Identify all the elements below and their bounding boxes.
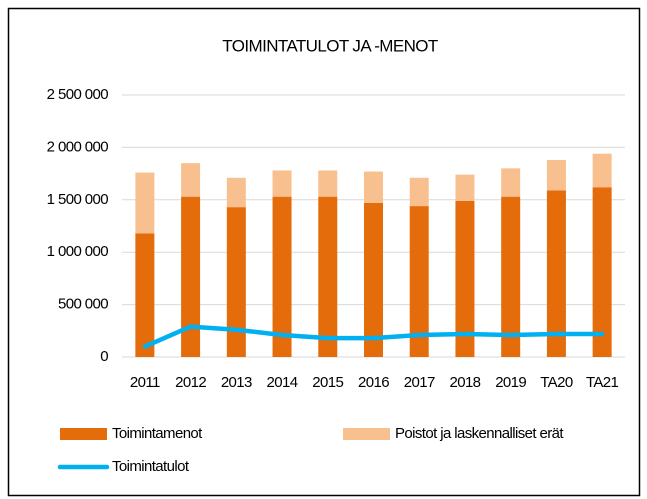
legend-label: Poistot ja laskennalliset erät (395, 425, 564, 442)
bar (546, 190, 566, 357)
y-tick-label: 2 500 000 (47, 86, 109, 103)
legend-label: Toimintamenot (112, 425, 203, 442)
y-tick-label: 2 000 000 (47, 138, 109, 155)
bar (455, 200, 475, 357)
x-tick-label: TA21 (586, 374, 619, 391)
bar (592, 187, 612, 357)
bar (592, 153, 612, 188)
y-tick-label: 500 000 (58, 296, 108, 313)
y-tick-label: 1 500 000 (47, 191, 109, 208)
x-tick-label: 2012 (175, 374, 206, 391)
bar (135, 172, 155, 234)
x-tick-label: 2015 (312, 374, 343, 391)
y-tick-label: 1 000 000 (47, 243, 109, 260)
bar (409, 177, 429, 207)
bar (226, 207, 246, 357)
legend-swatch (60, 428, 107, 440)
bar (318, 196, 338, 357)
legend-label: Toimintatulot (112, 458, 190, 475)
bar (272, 170, 292, 197)
x-tick-label: 2011 (130, 374, 160, 391)
legend-swatch (343, 428, 390, 440)
bar (318, 170, 338, 197)
bar (181, 163, 201, 197)
bar (546, 159, 566, 191)
chart-title: TOIMINTATULOT JA -MENOT (222, 36, 438, 55)
bar (455, 174, 475, 201)
bar (272, 196, 292, 357)
bar (501, 196, 521, 357)
line-series (142, 324, 605, 349)
bar (409, 206, 429, 357)
bar (364, 171, 383, 203)
x-tick-label: 2014 (267, 374, 298, 391)
x-tick-label: 2017 (404, 374, 435, 391)
bar (501, 168, 521, 197)
x-tick-label: 2016 (358, 374, 389, 391)
bar (364, 202, 383, 357)
bar (226, 177, 246, 208)
bar (135, 233, 155, 357)
x-tick-label: 2013 (221, 374, 252, 391)
x-tick-label: TA20 (540, 374, 573, 391)
bar (181, 196, 201, 357)
y-tick-label: 0 (100, 348, 108, 365)
x-tick-label: 2019 (495, 374, 526, 391)
x-tick-label: 2018 (449, 374, 480, 391)
